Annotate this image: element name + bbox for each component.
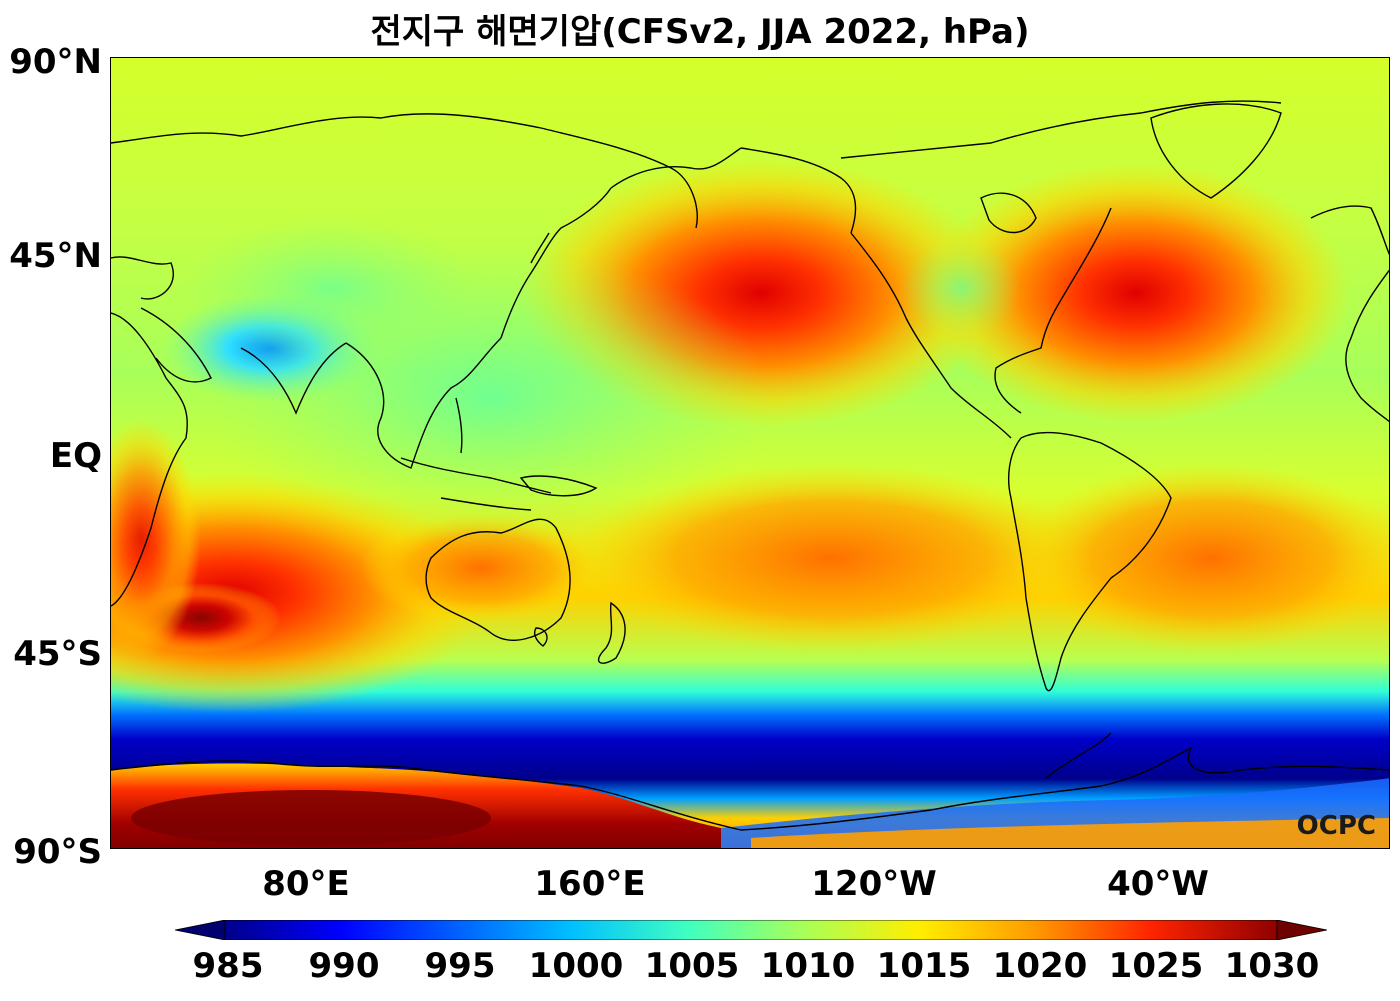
lat-label-45n: 45°N (9, 236, 102, 276)
colorbar-tick: 995 (424, 946, 496, 986)
colorbar-extend-low (175, 920, 226, 940)
colorbar-tick: 1030 (1224, 946, 1320, 986)
colorbar-tick: 1010 (760, 946, 856, 986)
coastlines (111, 100, 1389, 831)
lon-label-40w: 40°W (1107, 864, 1209, 904)
pressure-map (110, 57, 1390, 849)
colorbar-tick: 1000 (528, 946, 624, 986)
colorbar-tick: 1005 (644, 946, 740, 986)
map-title: 전지구 해면기압(CFSv2, JJA 2022, hPa) (370, 12, 1030, 52)
lat-label-90n: 90°N (9, 42, 102, 82)
colorbar-tick: 1015 (876, 946, 972, 986)
lat-label-45s: 45°S (13, 634, 102, 674)
lon-label-160e: 160°E (534, 864, 646, 904)
south-pacific-high (571, 463, 1091, 653)
colorbar-tick: 990 (308, 946, 380, 986)
colorbar-gradient (224, 920, 1278, 940)
south-atlantic-high (1011, 463, 1389, 653)
watermark-text: OCPC (1296, 811, 1376, 841)
colorbar-tick: 1020 (992, 946, 1088, 986)
lat-label-eq: EQ (49, 436, 102, 476)
lat-label-90s: 90°S (13, 832, 102, 872)
colorbar (175, 920, 1327, 940)
lon-label-80e: 80°E (262, 864, 350, 904)
colorbar-extend-high (1276, 920, 1327, 940)
colorbar-tick: 1025 (1108, 946, 1204, 986)
colorbar-tick: 985 (192, 946, 264, 986)
lon-label-120w: 120°W (811, 864, 937, 904)
